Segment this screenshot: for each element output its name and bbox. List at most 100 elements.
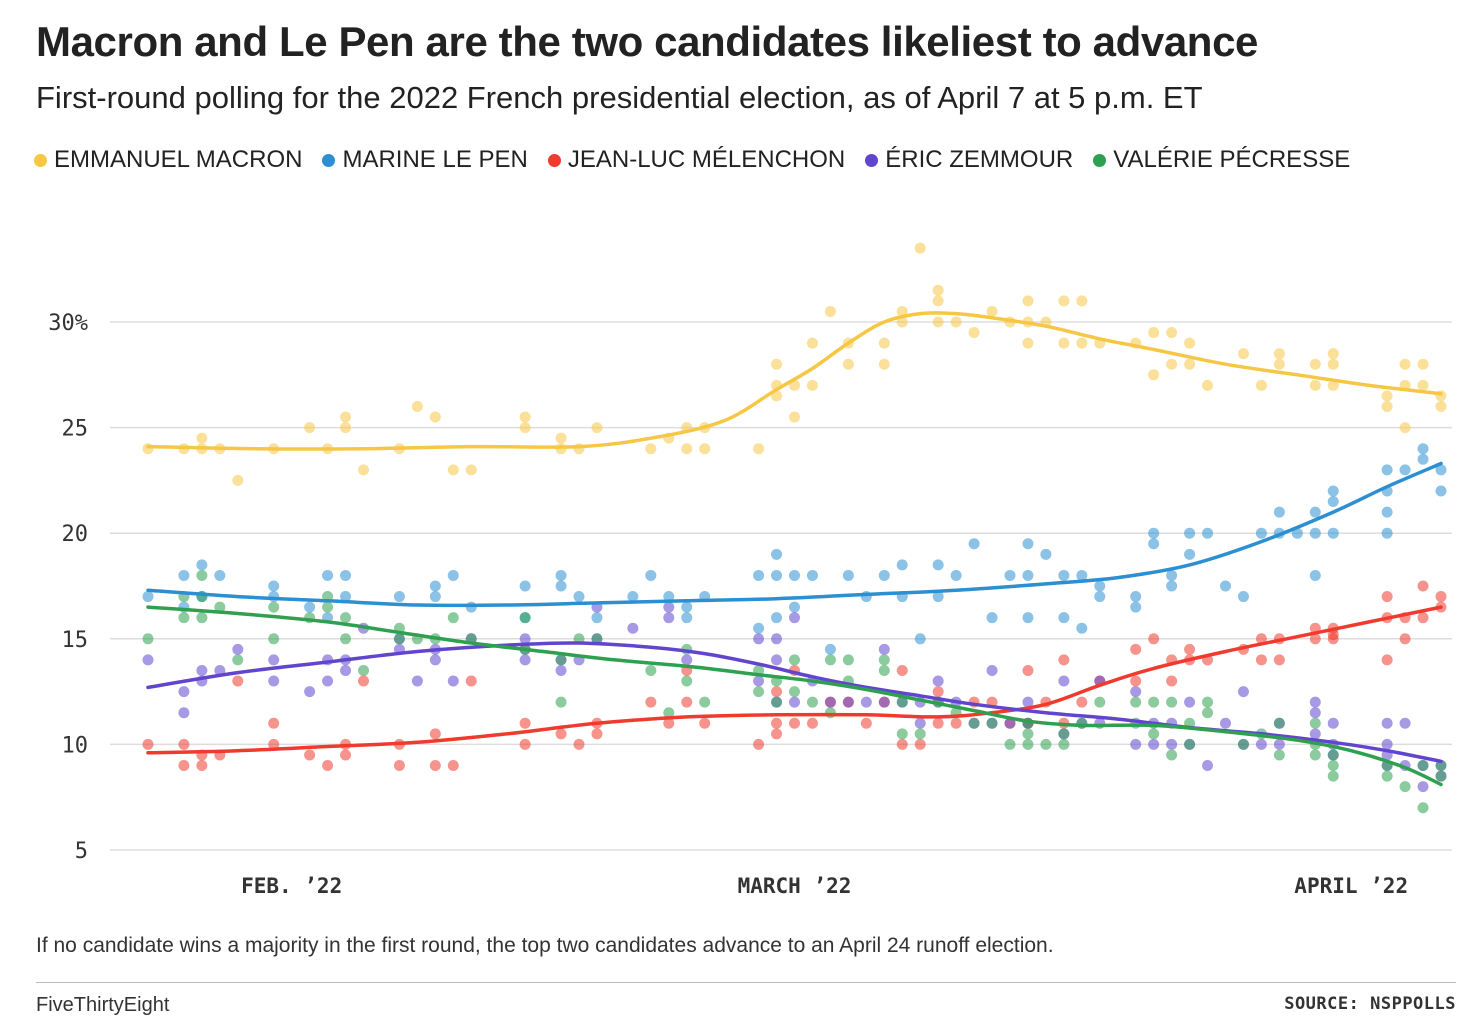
poll-point-zemmour bbox=[860, 696, 872, 708]
poll-point-pecresse bbox=[1166, 696, 1178, 708]
poll-point-melenchon bbox=[1309, 633, 1321, 645]
poll-point-melenchon bbox=[771, 686, 783, 698]
poll-point-zemmour bbox=[914, 717, 926, 729]
poll-point-lepen bbox=[1184, 527, 1196, 539]
poll-point-pecresse bbox=[1327, 749, 1339, 761]
poll-point-lepen bbox=[950, 569, 962, 581]
poll-point-zemmour bbox=[1022, 696, 1034, 708]
poll-point-macron bbox=[1399, 422, 1411, 434]
poll-point-macron bbox=[340, 422, 352, 434]
poll-point-melenchon bbox=[358, 675, 369, 687]
poll-point-melenchon bbox=[771, 728, 783, 740]
poll-point-pecresse bbox=[645, 664, 657, 676]
poll-point-melenchon bbox=[771, 717, 783, 729]
poll-point-macron bbox=[1327, 358, 1339, 370]
trend-line-macron bbox=[146, 310, 1443, 451]
poll-point-pecresse bbox=[771, 696, 783, 708]
poll-point-melenchon bbox=[932, 717, 944, 729]
poll-point-zemmour bbox=[1237, 686, 1249, 698]
poll-point-pecresse bbox=[340, 633, 352, 645]
x-tick-label: MARCH ’22 bbox=[738, 874, 852, 898]
poll-point-melenchon bbox=[232, 675, 244, 687]
poll-point-macron bbox=[465, 464, 477, 476]
poll-point-melenchon bbox=[519, 738, 531, 750]
poll-point-melenchon bbox=[1166, 675, 1178, 687]
poll-point-melenchon bbox=[1022, 664, 1034, 676]
poll-point-lepen bbox=[1004, 569, 1016, 581]
legend-item-zemmour: ÉRIC ZEMMOUR bbox=[865, 146, 1073, 174]
poll-point-lepen bbox=[1202, 527, 1214, 539]
y-tick-label: 30% bbox=[48, 311, 88, 336]
legend-item-lepen: MARINE LE PEN bbox=[322, 146, 528, 174]
poll-point-macron bbox=[1399, 358, 1411, 370]
poll-point-lepen bbox=[1309, 527, 1321, 539]
poll-point-lepen bbox=[771, 569, 783, 581]
poll-point-lepen bbox=[1076, 622, 1088, 634]
poll-point-pecresse bbox=[789, 654, 800, 666]
poll-point-lepen bbox=[447, 569, 459, 581]
poll-point-zemmour bbox=[268, 654, 280, 666]
legend-dot-zemmour bbox=[865, 153, 879, 167]
poll-point-macron bbox=[932, 316, 944, 328]
poll-point-pecresse bbox=[824, 707, 836, 719]
poll-point-zemmour bbox=[842, 696, 854, 708]
poll-point-macron bbox=[806, 337, 818, 349]
poll-point-pecresse bbox=[214, 601, 226, 613]
poll-point-macron bbox=[699, 443, 711, 455]
poll-point-pecresse bbox=[340, 612, 352, 624]
y-tick-label: 15 bbox=[62, 628, 89, 653]
trend-line-lepen bbox=[146, 461, 1443, 608]
poll-point-pecresse bbox=[896, 728, 908, 740]
legend-dot-lepen bbox=[322, 153, 336, 167]
poll-point-lepen bbox=[842, 569, 854, 581]
poll-point-lepen bbox=[1327, 496, 1339, 508]
legend-label-macron: EMMANUEL MACRON bbox=[54, 146, 303, 173]
poll-point-lepen bbox=[196, 559, 208, 571]
poll-point-zemmour bbox=[142, 654, 154, 666]
poll-point-pecresse bbox=[268, 601, 280, 613]
poll-point-zemmour bbox=[771, 633, 783, 645]
poll-point-melenchon bbox=[268, 738, 280, 750]
poll-point-pecresse bbox=[1309, 717, 1321, 729]
poll-point-lepen bbox=[1327, 527, 1339, 539]
poll-point-pecresse bbox=[1309, 749, 1321, 761]
poll-point-pecresse bbox=[1040, 738, 1052, 750]
poll-point-macron bbox=[1022, 295, 1034, 307]
poll-point-melenchon bbox=[1076, 696, 1088, 708]
poll-point-lepen bbox=[519, 580, 531, 592]
poll-point-pecresse bbox=[232, 654, 244, 666]
poll-point-melenchon bbox=[645, 696, 657, 708]
poll-point-melenchon bbox=[1381, 654, 1393, 666]
y-tick-label: 20 bbox=[62, 522, 89, 547]
poll-point-lepen bbox=[1417, 443, 1429, 455]
poll-point-macron bbox=[555, 432, 567, 444]
poll-point-melenchon bbox=[932, 686, 944, 698]
poll-point-zemmour bbox=[986, 664, 998, 676]
poll-point-pecresse bbox=[896, 696, 908, 708]
poll-point-macron bbox=[1237, 348, 1249, 360]
poll-point-macron bbox=[1022, 337, 1034, 349]
chart-subtitle: First-round polling for the 2022 French … bbox=[36, 80, 1203, 115]
poll-point-zemmour bbox=[178, 686, 190, 698]
poll-point-macron bbox=[1148, 327, 1160, 339]
poll-point-lepen bbox=[1381, 464, 1393, 476]
poll-point-pecresse bbox=[555, 654, 567, 666]
poll-point-macron bbox=[878, 337, 890, 349]
poll-point-lepen bbox=[1381, 527, 1393, 539]
poll-point-zemmour bbox=[447, 675, 459, 687]
poll-point-zemmour bbox=[824, 696, 836, 708]
poll-point-zemmour bbox=[789, 612, 800, 624]
gridlines bbox=[110, 321, 1452, 851]
poll-point-melenchon bbox=[1130, 643, 1142, 655]
poll-point-macron bbox=[1184, 358, 1196, 370]
poll-point-melenchon bbox=[591, 728, 603, 740]
y-tick-label: 10 bbox=[62, 733, 89, 758]
poll-point-zemmour bbox=[1381, 738, 1393, 750]
legend-item-melenchon: JEAN-LUC MÉLENCHON bbox=[547, 146, 845, 174]
poll-point-macron bbox=[1309, 358, 1321, 370]
poll-point-zemmour bbox=[878, 696, 890, 708]
poll-point-melenchon bbox=[806, 717, 818, 729]
poll-point-macron bbox=[1166, 327, 1178, 339]
poll-point-pecresse bbox=[393, 633, 405, 645]
poll-point-macron bbox=[950, 316, 962, 328]
